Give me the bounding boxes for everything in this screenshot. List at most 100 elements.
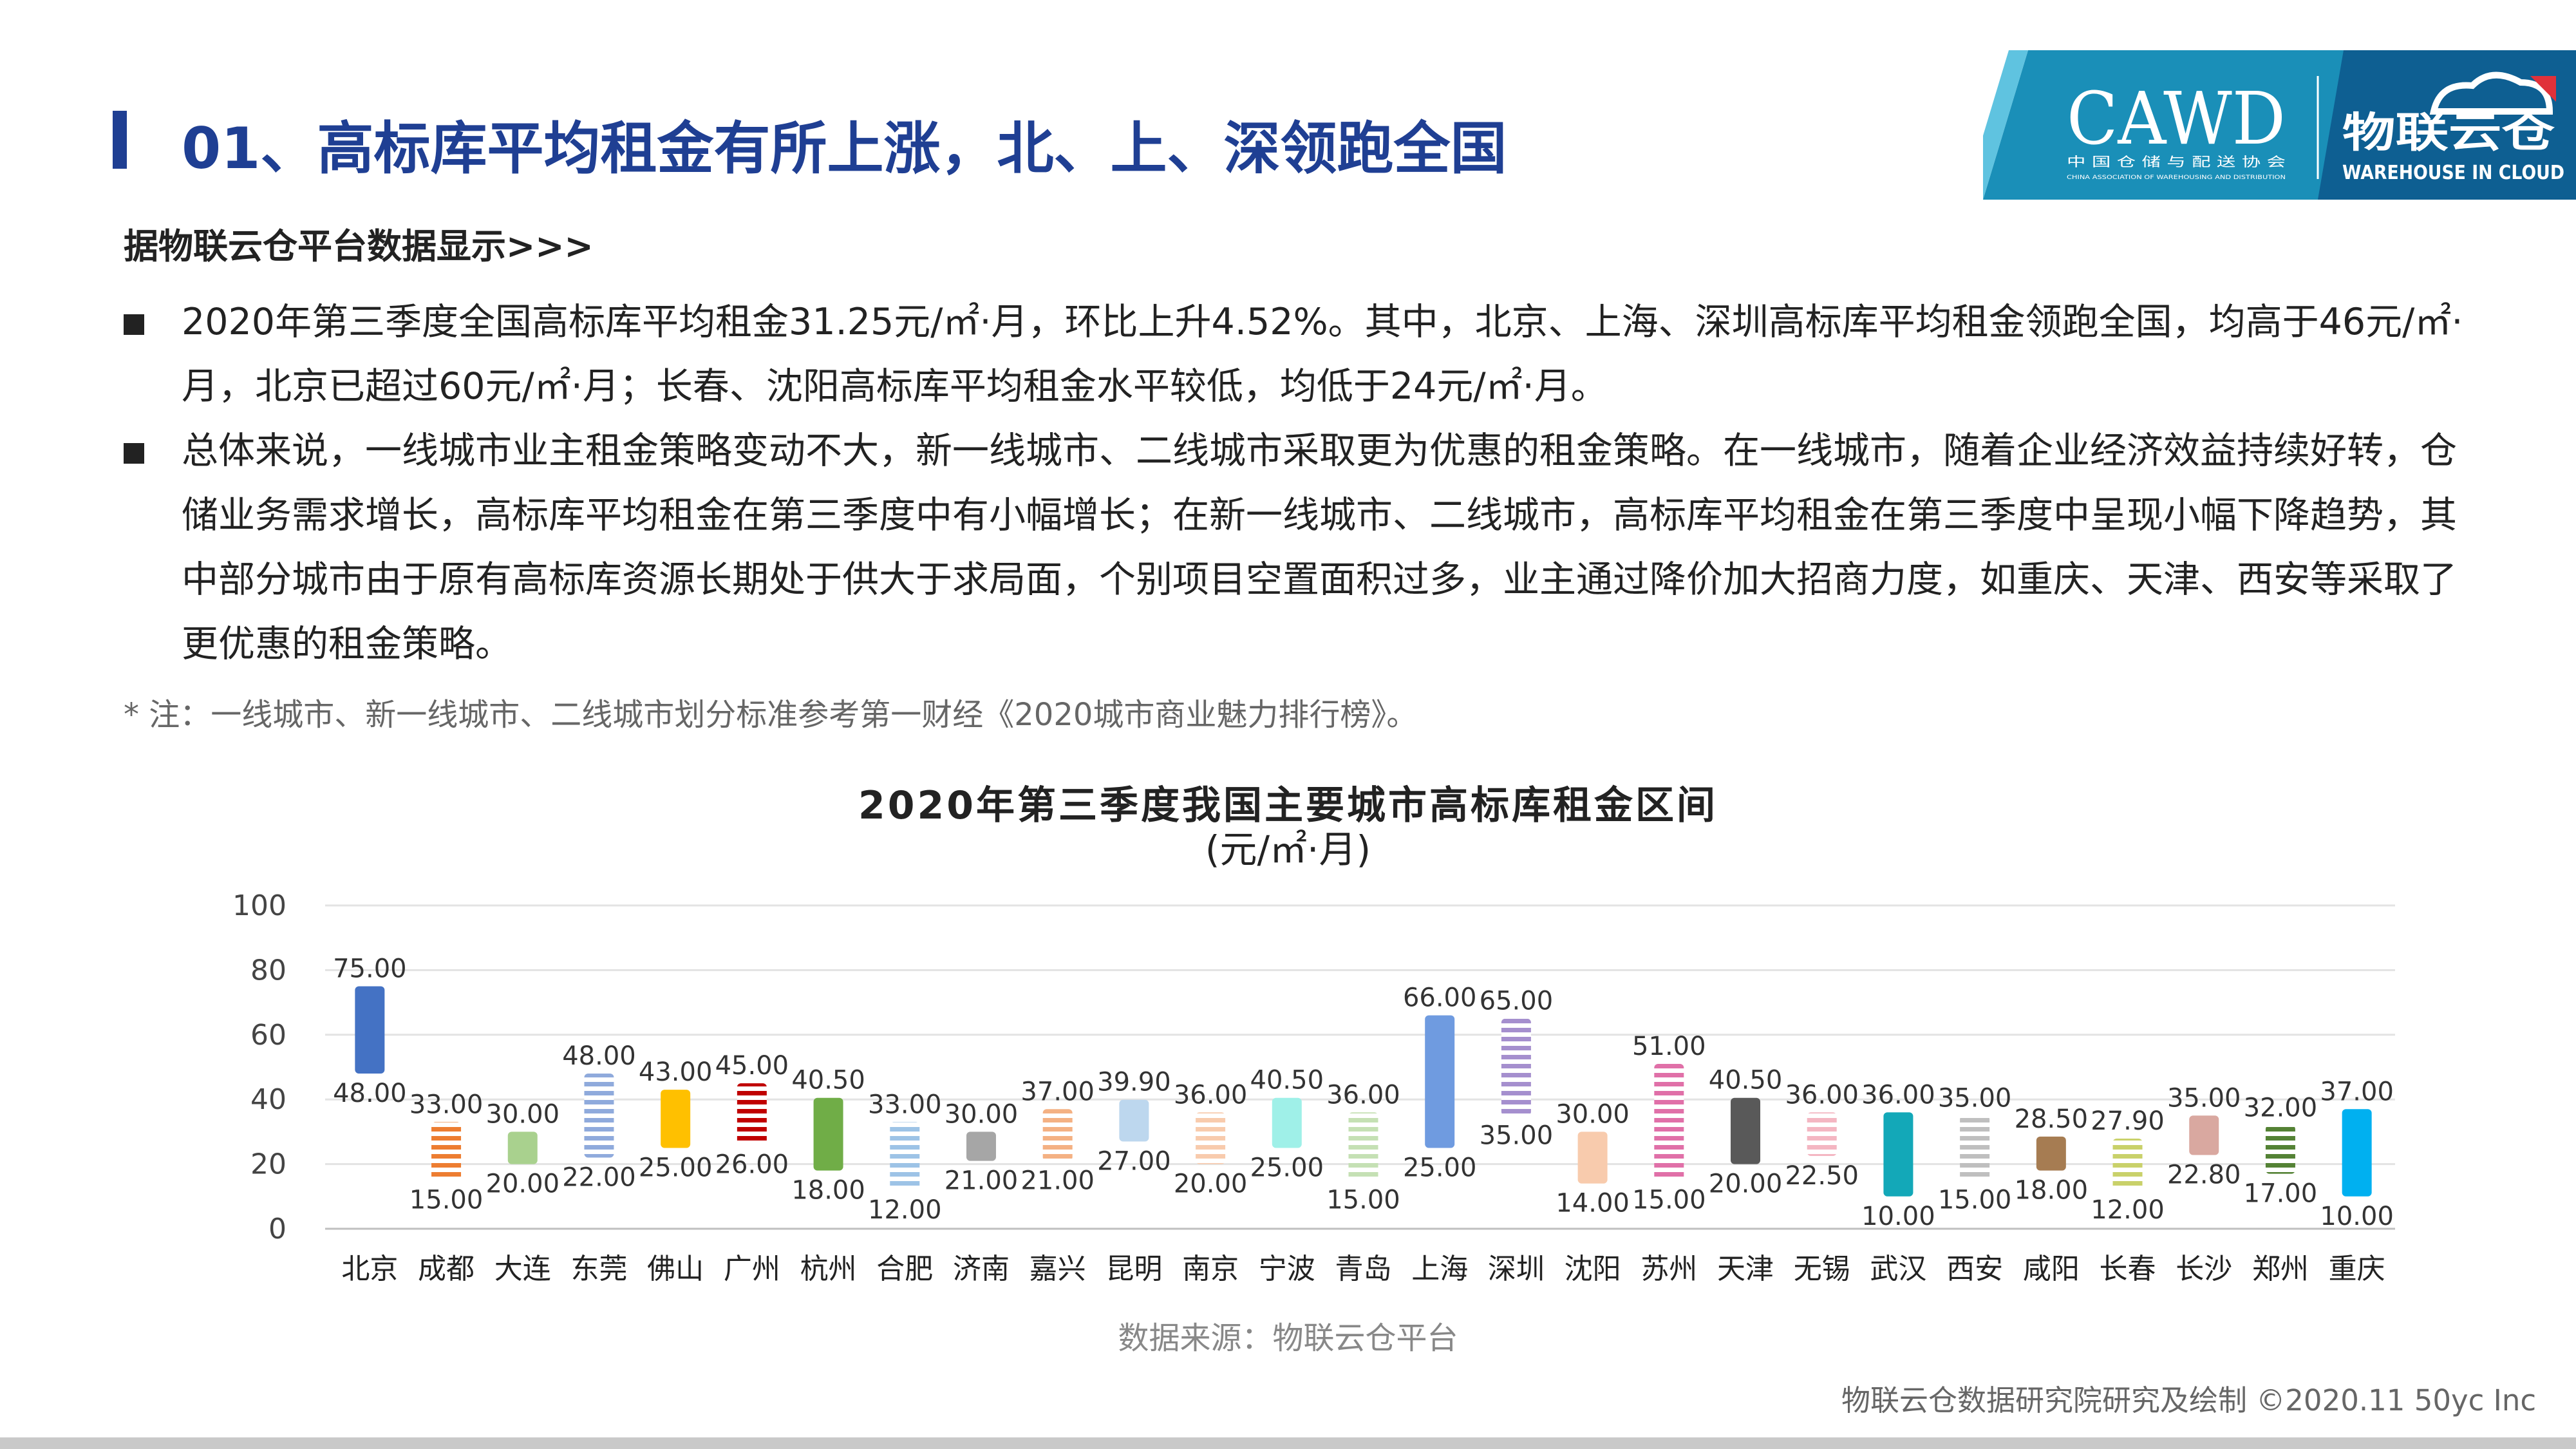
high-value-label: 40.50 [1250, 1066, 1324, 1095]
chart-unit: (元/㎡·月) [1205, 828, 1371, 871]
high-value-label: 33.00 [409, 1090, 484, 1119]
y-tick-label: 60 [250, 1019, 287, 1052]
low-value-label: 20.00 [486, 1170, 560, 1199]
range-bar [1577, 1132, 1608, 1184]
low-value-label: 15.00 [1938, 1186, 2012, 1215]
logo-cawd-en: CHINA ASSOCIATION OF WAREHOUSING AND DIS… [2067, 175, 2286, 181]
low-value-label: 27.00 [1097, 1146, 1171, 1176]
y-tick-label: 20 [250, 1148, 287, 1181]
range-bar [431, 1122, 462, 1180]
high-value-label: 30.00 [486, 1099, 560, 1129]
x-category-label: 上海 [1411, 1253, 1468, 1285]
low-value-label: 25.00 [1403, 1153, 1477, 1183]
logo-cawd: CAWD [2067, 77, 2286, 161]
high-value-label: 37.00 [2320, 1077, 2394, 1106]
page-title: 01、高标库平均租金有所上涨，北、上、深领跑全国 [182, 115, 1507, 182]
x-category-label: 济南 [953, 1253, 1010, 1285]
low-value-label: 20.00 [1174, 1170, 1248, 1199]
x-category-label: 杭州 [800, 1253, 857, 1285]
x-category-label: 天津 [1717, 1253, 1774, 1285]
range-bar [1425, 1015, 1455, 1148]
high-value-label: 35.00 [2167, 1083, 2241, 1113]
bullet-square-icon [124, 443, 144, 464]
x-category-label: 重庆 [2329, 1253, 2385, 1285]
range-bar [2189, 1115, 2219, 1155]
low-value-label: 22.50 [1785, 1161, 1859, 1191]
high-value-label: 27.90 [2091, 1106, 2165, 1136]
high-value-label: 35.00 [1938, 1083, 2012, 1113]
range-bar [737, 1083, 767, 1145]
high-value-label: 66.00 [1403, 983, 1477, 1013]
chart-title: 2020年第三季度我国主要城市高标库租金区间 [858, 783, 1718, 828]
x-category-label: 长沙 [2176, 1253, 2232, 1285]
x-category-label: 深圳 [1488, 1253, 1545, 1285]
x-category-label: 宁波 [1259, 1253, 1315, 1285]
low-value-label: 15.00 [1632, 1186, 1706, 1215]
bottom-bar [0, 1437, 2576, 1449]
low-value-label: 35.00 [1480, 1121, 1554, 1150]
bullet-item: 总体来说，一线城市业主租金策略变动不大，新一线城市、二线城市采取更为优惠的租金策… [124, 419, 2480, 676]
x-category-label: 沈阳 [1565, 1253, 1621, 1285]
low-value-label: 21.00 [945, 1166, 1019, 1196]
logo-brand-en: WAREHOUSE IN CLOUD [2342, 162, 2564, 184]
low-value-label: 15.00 [1326, 1186, 1400, 1215]
logo-band-right [2318, 50, 2576, 200]
high-value-label: 65.00 [1480, 987, 1554, 1016]
range-bar [2036, 1136, 2066, 1171]
x-category-label: 大连 [494, 1253, 551, 1285]
range-bar [1119, 1099, 1149, 1142]
x-category-label: 广州 [724, 1253, 780, 1285]
high-value-label: 40.50 [791, 1066, 865, 1095]
bullet-text: 总体来说，一线城市业主租金策略变动不大，新一线城市、二线城市采取更为优惠的租金策… [182, 430, 2457, 665]
high-value-label: 45.00 [715, 1051, 789, 1081]
range-bar [1960, 1115, 1990, 1180]
bullet-text: 2020年第三季度全国高标库平均租金31.25元/㎡·月，环比上升4.52%。其… [182, 301, 2463, 408]
range-bar [966, 1132, 996, 1161]
x-category-label: 郑州 [2252, 1253, 2309, 1285]
title-accent-bar [113, 111, 127, 169]
x-category-label: 北京 [341, 1253, 398, 1285]
high-value-label: 40.50 [1709, 1066, 1783, 1095]
y-tick-label: 0 [268, 1213, 287, 1245]
high-value-label: 28.50 [2015, 1104, 2089, 1134]
logo-cawd-cn: 中 国 仓 储 与 配 送 协 会 [2067, 154, 2286, 169]
footnote: * 注：一线城市、新一线城市、二线城市划分标准参考第一财经《2020城市商业魅力… [124, 697, 1418, 733]
low-value-label: 26.00 [715, 1150, 789, 1179]
x-category-label: 武汉 [1870, 1253, 1926, 1285]
low-value-label: 18.00 [2015, 1176, 2089, 1206]
high-value-label: 36.00 [1785, 1080, 1859, 1110]
low-value-label: 17.00 [2244, 1179, 2318, 1209]
range-bar [2342, 1109, 2372, 1197]
range-bar [1883, 1112, 1913, 1197]
low-value-label: 21.00 [1020, 1166, 1095, 1196]
low-value-label: 10.00 [1861, 1202, 1935, 1231]
low-value-label: 48.00 [333, 1079, 407, 1108]
x-category-label: 东莞 [570, 1253, 627, 1285]
range-bar [1348, 1112, 1378, 1180]
low-value-label: 22.00 [562, 1163, 636, 1193]
range-bar [1501, 1018, 1531, 1116]
y-tick-label: 40 [250, 1083, 287, 1116]
low-value-label: 20.00 [1709, 1170, 1783, 1199]
high-value-label: 43.00 [639, 1057, 713, 1087]
range-bar [813, 1097, 843, 1171]
low-value-label: 10.00 [2320, 1202, 2394, 1231]
high-value-label: 51.00 [1632, 1032, 1706, 1061]
bullet-item: 2020年第三季度全国高标库平均租金31.25元/㎡·月，环比上升4.52%。其… [124, 290, 2480, 419]
range-bar [661, 1090, 691, 1148]
range-bar [584, 1074, 614, 1158]
logo-band-stripe [1983, 50, 2028, 200]
high-value-label: 36.00 [1861, 1080, 1935, 1110]
range-bar [2265, 1125, 2295, 1174]
x-category-label: 青岛 [1335, 1253, 1392, 1285]
range-bar [1807, 1112, 1837, 1157]
x-category-label: 无锡 [1794, 1253, 1850, 1285]
range-bar [1272, 1097, 1302, 1148]
low-value-label: 18.00 [791, 1176, 865, 1206]
low-value-label: 25.00 [639, 1153, 713, 1183]
high-value-label: 75.00 [333, 954, 407, 984]
range-bar [1196, 1112, 1226, 1164]
x-category-label: 咸阳 [2023, 1253, 2080, 1285]
low-value-label: 25.00 [1250, 1153, 1324, 1183]
range-bar [355, 986, 385, 1074]
